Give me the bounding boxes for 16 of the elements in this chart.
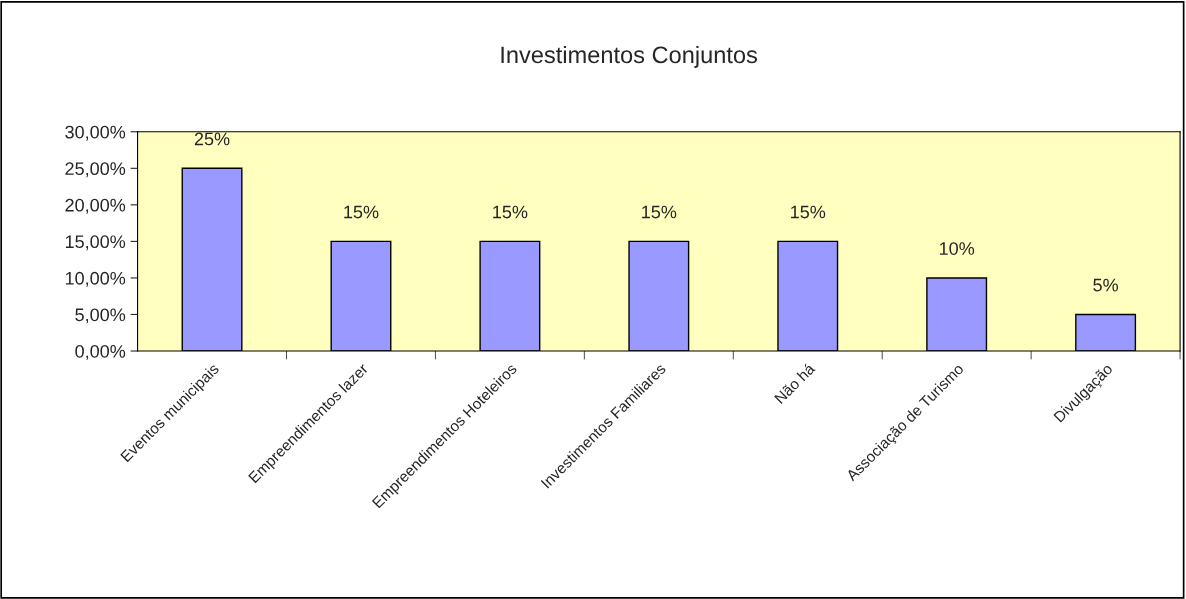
x-tick-label: Não há	[773, 362, 816, 405]
data-label: 10%	[939, 242, 975, 255]
data-label: 15%	[791, 205, 826, 219]
y-tick-label: 15,00%	[65, 235, 126, 251]
data-label: 15%	[642, 205, 677, 219]
y-tick-label: 10,00%	[65, 271, 126, 287]
y-tick-label: 25,00%	[65, 162, 126, 178]
y-tick-label: 30,00%	[65, 125, 126, 141]
y-tick-label: 20,00%	[65, 198, 126, 214]
data-label: 5%	[1093, 278, 1119, 292]
chart-title: Investimentos Conjuntos	[501, 45, 758, 68]
data-label: 15%	[344, 205, 379, 219]
data-label: 15%	[493, 205, 528, 219]
y-tick-label: 0,00%	[75, 344, 126, 360]
y-tick-label: 5,00%	[75, 308, 126, 324]
data-label: 25%	[194, 132, 230, 146]
